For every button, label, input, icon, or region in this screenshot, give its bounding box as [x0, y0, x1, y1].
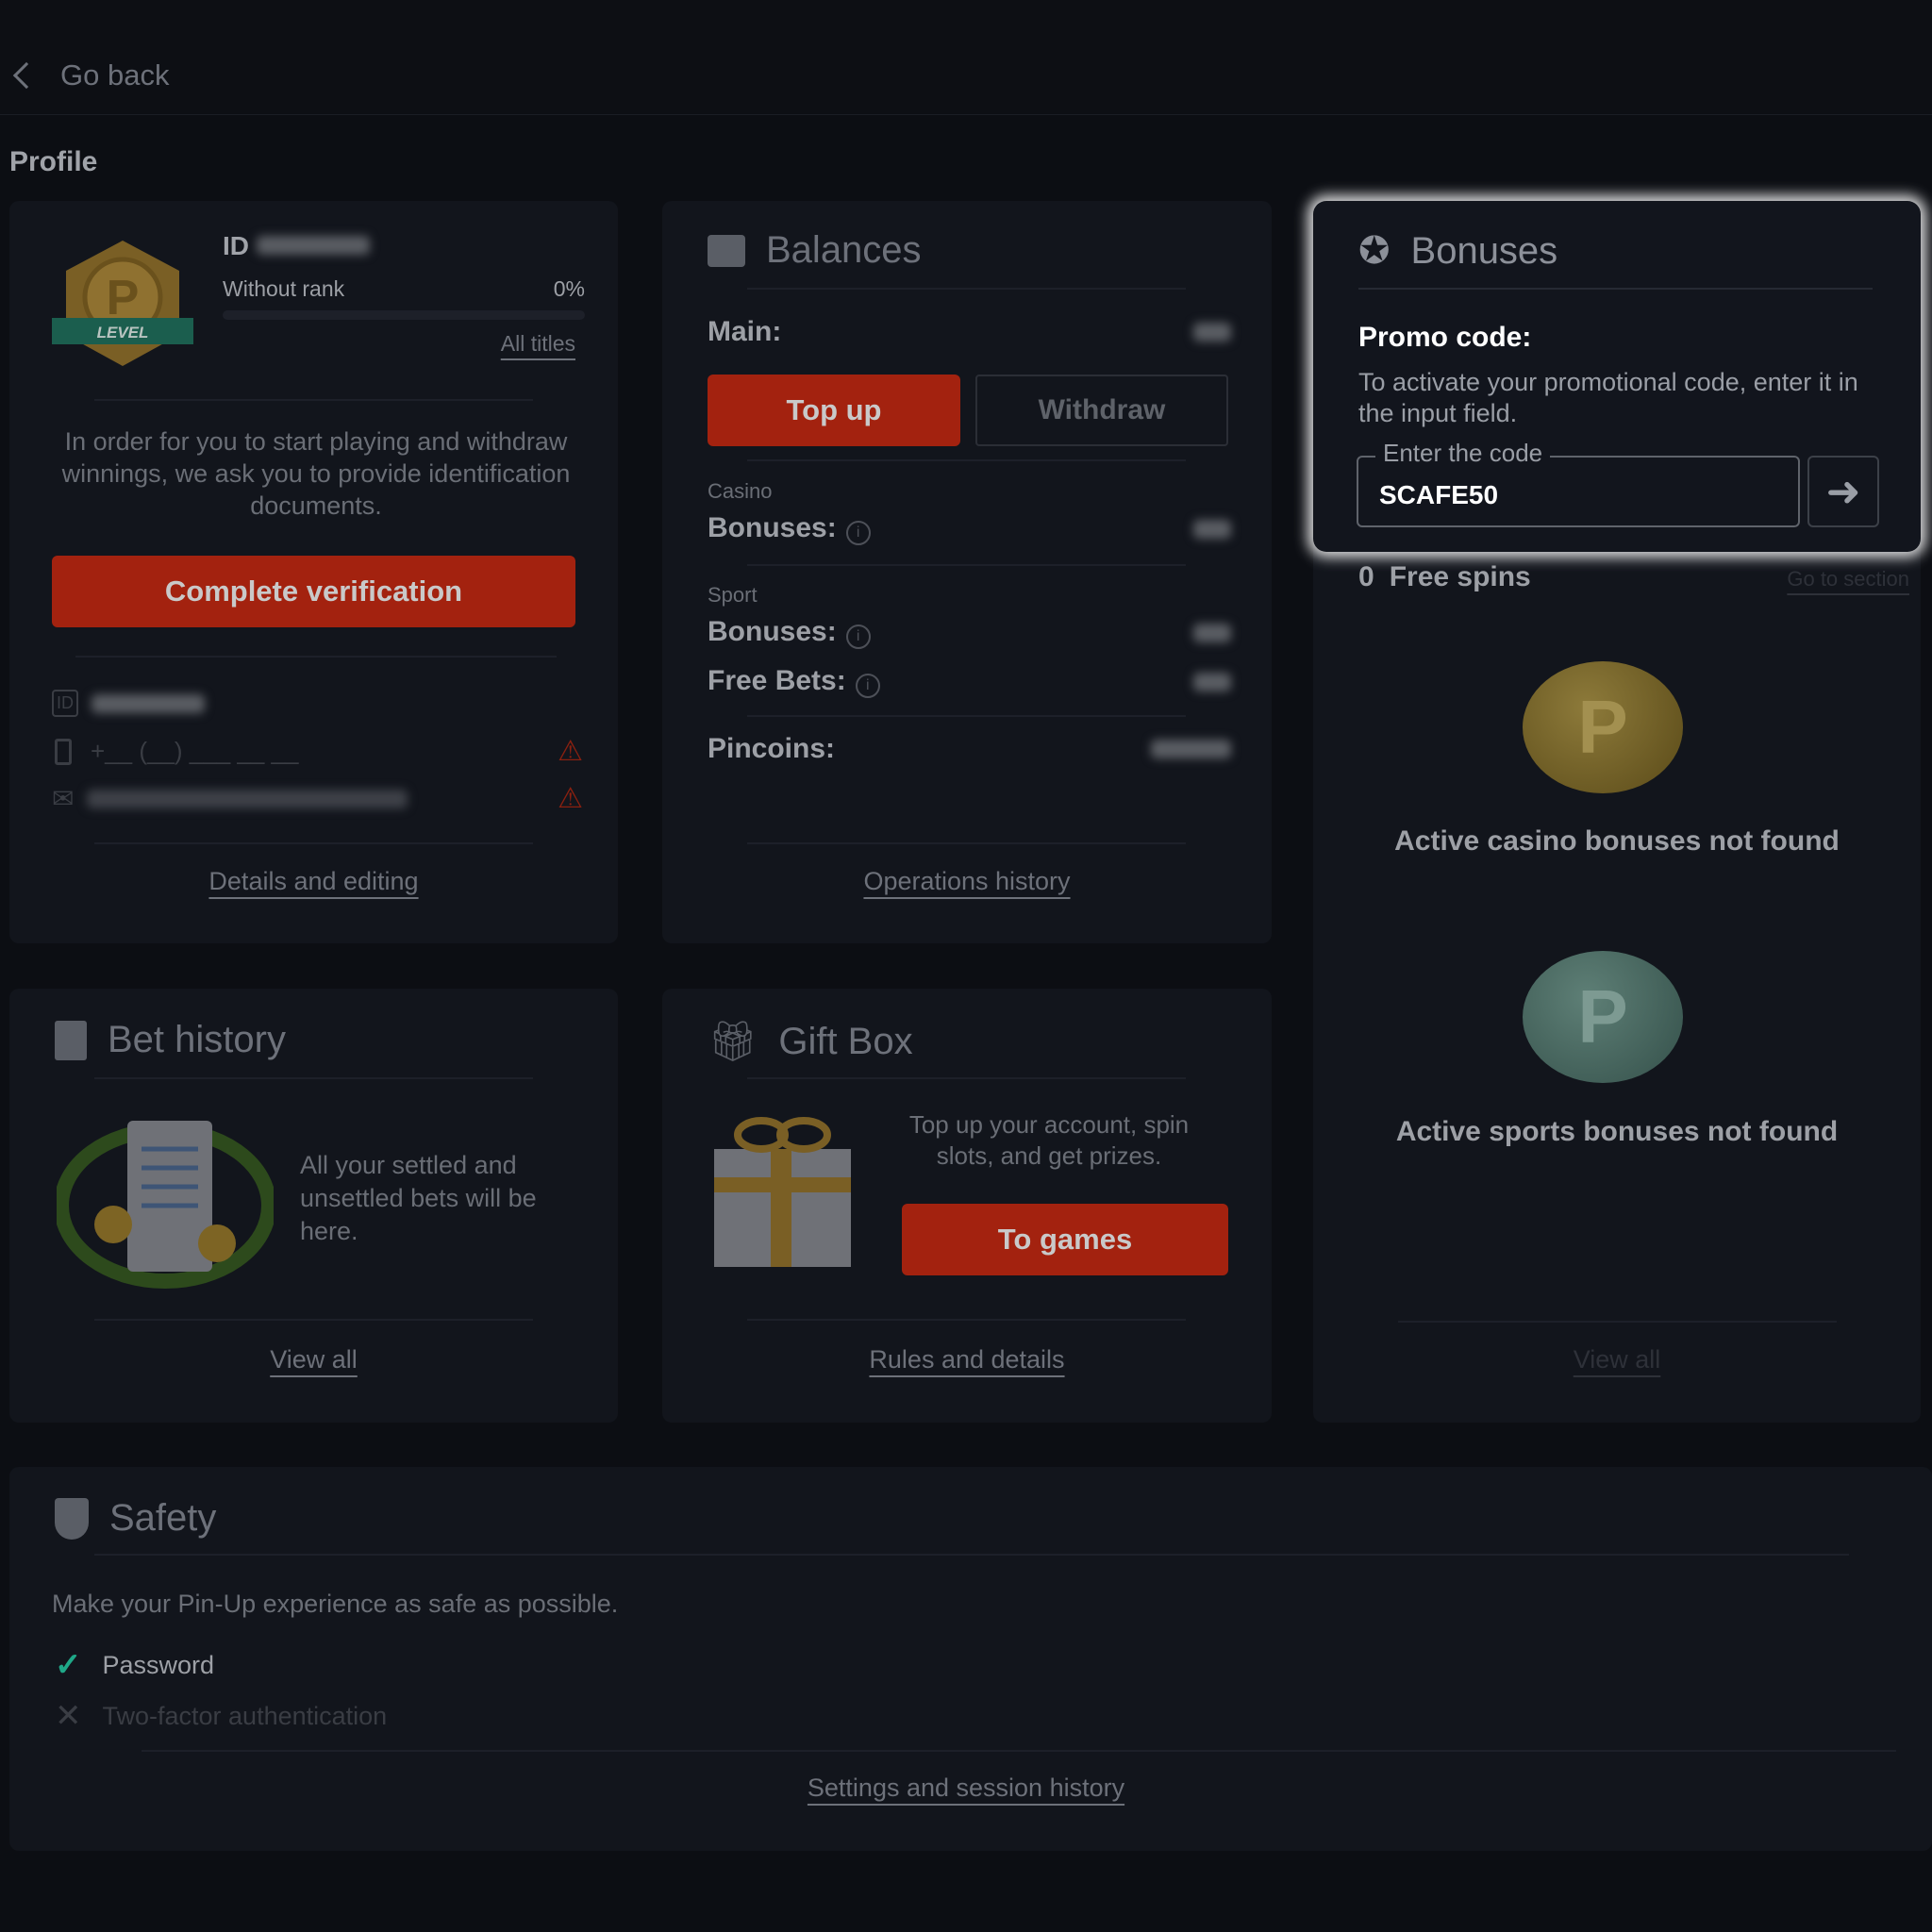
svg-text:P: P	[107, 271, 140, 325]
go-back-label: Go back	[60, 58, 170, 92]
safety-heading: Safety	[55, 1497, 216, 1540]
info-icon[interactable]: i	[845, 625, 871, 649]
balances-heading: Balances	[708, 229, 922, 272]
go-to-section-link[interactable]: Go to section	[1787, 567, 1909, 591]
main-balance-row: Main:	[708, 316, 1231, 348]
rank-label: Without rank	[223, 276, 345, 301]
to-games-button[interactable]: To games	[902, 1204, 1228, 1275]
bonuses-view-all-link[interactable]: View all	[1573, 1345, 1661, 1374]
promo-code-input-label: Enter the code	[1375, 439, 1551, 468]
sport-label: Sport	[708, 583, 758, 607]
id-row: ID	[52, 690, 205, 717]
phone-row[interactable]: +__ (__) ___ __ __ ⚠	[55, 735, 583, 768]
submit-promo-arrow-icon[interactable]: ➜	[1807, 456, 1879, 527]
sport-bonuses-row: Bonuses: i	[708, 616, 1231, 649]
phone-field: +__ (__) ___ __ __	[91, 737, 299, 765]
checkmark-icon: ✓	[55, 1647, 82, 1683]
free-spins: 0 Free spins	[1358, 561, 1531, 592]
pincoins-row: Pincoins:	[708, 733, 1231, 765]
shield-user-icon	[55, 1497, 89, 1540]
promo-code-panel: ✪ Bonuses Promo code: To activate your pr…	[1313, 201, 1921, 552]
svg-text:LEVEL: LEVEL	[97, 324, 149, 341]
casino-bonuses-row: Bonuses: i	[708, 512, 1231, 545]
details-and-editing-link[interactable]: Details and editing	[208, 867, 419, 895]
verification-text: In order for you to start playing and wi…	[61, 427, 571, 520]
bet-receipt-illustration-icon	[57, 1121, 274, 1289]
award-ribbon-icon: ✪	[1358, 230, 1391, 272]
safety-item-two-factor: ✕ Two-factor authentication	[55, 1698, 388, 1734]
user-id: ID	[223, 231, 370, 261]
withdraw-button[interactable]: Withdraw	[975, 375, 1228, 446]
warning-icon: ⚠	[558, 783, 583, 814]
free-bets-row: Free Bets: i	[708, 665, 1231, 698]
level-badge-icon: P LEVEL	[52, 241, 193, 366]
gift-box-card: 🎁︎ Gift Box Top up your account, spin slo…	[662, 989, 1272, 1423]
promo-code-input[interactable]: Enter the code SCAFE50	[1357, 439, 1800, 527]
casino-bonus-coin-icon: P	[1523, 661, 1683, 793]
page-title: Profile	[9, 146, 98, 177]
info-icon[interactable]: i	[845, 521, 871, 545]
sport-bonuses-empty: Active sports bonuses not found	[1395, 1116, 1839, 1147]
sport-bonus-coin-icon: P	[1523, 951, 1683, 1083]
rank-progress-bar	[223, 310, 585, 320]
bet-history-view-all-link[interactable]: View all	[270, 1345, 358, 1374]
operations-history-link[interactable]: Operations history	[863, 867, 1071, 895]
bonuses-heading: ✪ Bonuses	[1358, 229, 1558, 273]
go-back-button[interactable]: Go back	[12, 58, 170, 92]
gift-icon: 🎁︎	[708, 1019, 758, 1063]
rank-progress: 0%	[553, 276, 585, 301]
warning-icon: ⚠	[558, 736, 583, 767]
balances-card: Balances Main: Top up Withdraw Casino Bo…	[662, 201, 1272, 943]
complete-verification-button[interactable]: Complete verification	[52, 556, 575, 627]
promo-code-title: Promo code:	[1358, 322, 1532, 353]
info-icon[interactable]: i	[855, 674, 880, 698]
bet-history-card: Bet history All your settled and unsettl…	[9, 989, 618, 1423]
id-card-icon: ID	[52, 690, 78, 717]
cross-icon: ✕	[55, 1698, 82, 1734]
gift-box-text: Top up your account, spin slots, and get…	[908, 1110, 1190, 1170]
safety-description: Make your Pin-Up experience as safe as p…	[52, 1590, 619, 1618]
safety-card: Safety Make your Pin-Up experience as sa…	[9, 1467, 1932, 1851]
casino-bonuses-empty: Active casino bonuses not found	[1394, 825, 1840, 857]
rules-and-details-link[interactable]: Rules and details	[869, 1345, 1065, 1374]
mail-icon: ✉	[52, 784, 75, 813]
email-row[interactable]: ✉ ⚠	[52, 782, 583, 815]
promo-code-value: SCAFE50	[1379, 480, 1499, 509]
bet-history-heading: Bet history	[55, 1019, 286, 1061]
receipt-icon	[55, 1020, 87, 1060]
wallet-icon	[708, 234, 745, 267]
bet-history-text: All your settled and unsettled bets will…	[300, 1151, 537, 1245]
top-up-button[interactable]: Top up	[708, 375, 960, 446]
profile-card: P LEVEL ID Without rank 0% All titles In …	[9, 201, 618, 943]
settings-and-session-history-link[interactable]: Settings and session history	[807, 1774, 1125, 1802]
gift-box-heading: 🎁︎ Gift Box	[708, 1019, 913, 1063]
phone-icon	[55, 738, 72, 765]
chevron-left-icon	[12, 61, 41, 90]
safety-item-password: ✓ Password	[55, 1647, 215, 1683]
casino-label: Casino	[708, 479, 773, 503]
top-bar: Go back	[0, 0, 1932, 115]
all-titles-link[interactable]: All titles	[500, 331, 575, 356]
rank-row: Without rank 0%	[223, 276, 585, 302]
promo-code-description: To activate your promotional code, enter…	[1358, 368, 1858, 427]
gift-box-illustration-icon	[714, 1117, 851, 1267]
